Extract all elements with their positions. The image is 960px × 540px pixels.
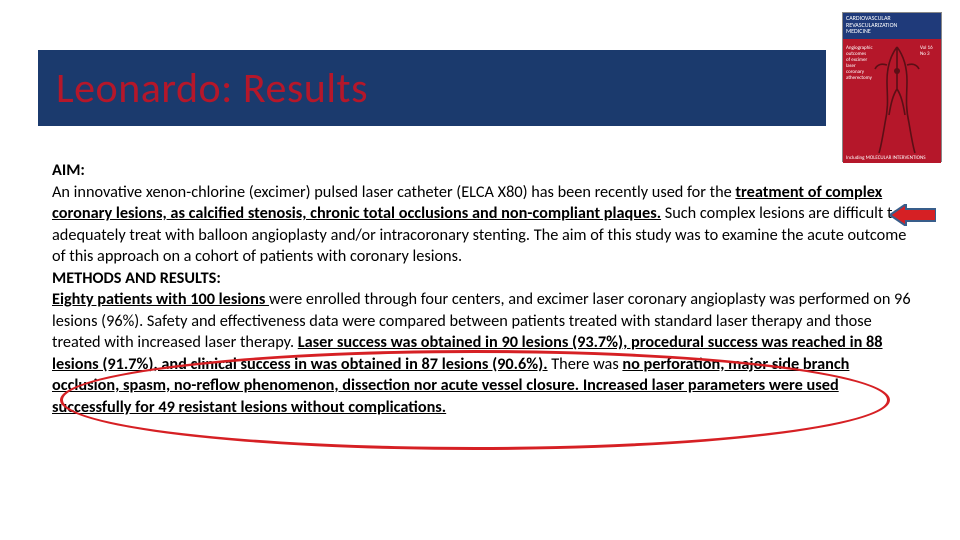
journal-body: Angiographic outcomes of excimer laser c…	[843, 39, 941, 163]
anatomy-figure-icon	[873, 45, 921, 155]
abstract-body: AIM: An innovative xenon-chlorine (excim…	[52, 160, 914, 418]
aim-text-1: An innovative xenon-chlorine (excimer) p…	[52, 182, 735, 202]
journal-header: CARDIOVASCULAR REVASCULARIZATION MEDICIN…	[843, 13, 941, 39]
journal-side-text2: Vol 16 No 3	[920, 45, 938, 57]
journal-side-text: Angiographic outcomes of excimer laser c…	[846, 45, 870, 81]
slide-container: Leonardo: Results CARDIOVASCULAR REVASCU…	[0, 0, 960, 540]
methods-text-2: There was	[548, 354, 623, 374]
aim-heading: AIM:	[52, 160, 85, 180]
methods-underline-1: Eighty patients with 100 lesions	[52, 289, 269, 309]
methods-heading: METHODS AND RESULTS:	[52, 268, 221, 288]
slide-title: Leonardo: Results	[56, 63, 368, 114]
journal-title-line3: MEDICINE	[846, 28, 938, 35]
journal-cover-thumbnail: CARDIOVASCULAR REVASCULARIZATION MEDICIN…	[842, 12, 942, 162]
title-bar: Leonardo: Results	[38, 50, 826, 126]
left-arrow-callout-icon	[890, 204, 936, 226]
